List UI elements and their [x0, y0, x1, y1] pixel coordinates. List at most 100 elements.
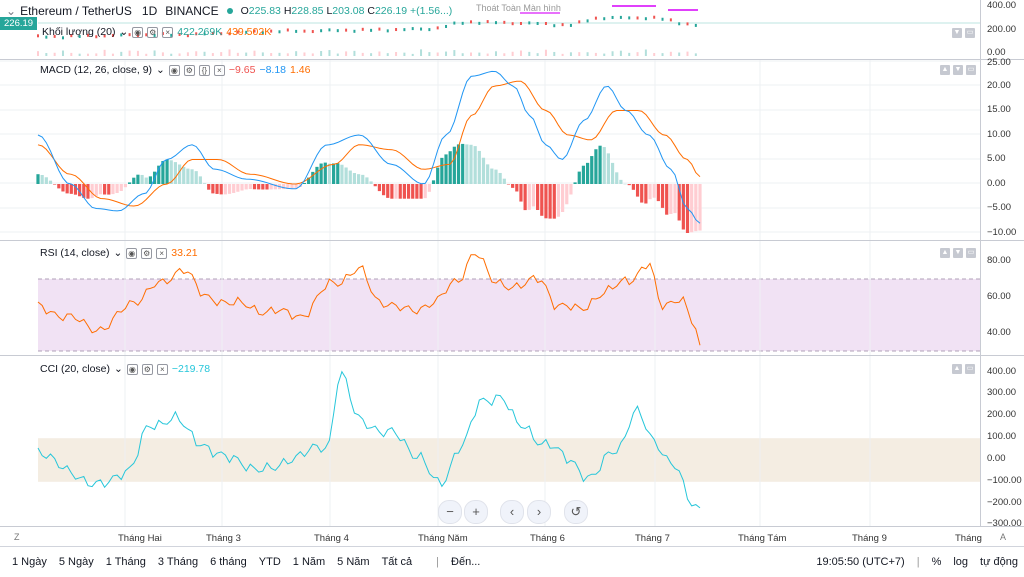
range-button[interactable]: 6 tháng — [210, 556, 247, 568]
pane-separator[interactable] — [0, 355, 1024, 356]
reset-chart-button[interactable]: ↺ — [564, 500, 588, 524]
volume-bar — [70, 52, 73, 56]
scroll-forward-button[interactable]: › — [527, 500, 551, 524]
close-icon[interactable]: × — [162, 26, 174, 38]
close-icon[interactable]: × — [156, 363, 168, 375]
range-button[interactable]: Tất cả — [381, 556, 413, 568]
macd-histogram-bar — [631, 184, 635, 190]
rsi-pane[interactable]: RSI (14, close) ⌄ ◉ ⚙ × 33.21 ▲ ▼ ▭ 80.0… — [0, 241, 1024, 355]
move-up-icon[interactable]: ▲ — [952, 364, 962, 374]
volume-bar — [511, 51, 514, 56]
close-icon[interactable]: × — [156, 247, 168, 259]
range-button[interactable]: 5 Ngày — [58, 556, 94, 568]
time-tick: Tháng Hai — [118, 533, 162, 544]
macd-histogram-bar — [423, 184, 427, 199]
price-pane[interactable]: ⌄ Ethereum / TetherUS 1D BINANCE O225.83… — [0, 0, 1024, 60]
macd-histogram-bar — [198, 176, 202, 184]
chevron-down-icon[interactable]: ⌄ — [119, 26, 129, 38]
eye-icon[interactable]: ◉ — [168, 64, 180, 76]
range-button[interactable]: 5 Năm — [337, 556, 370, 568]
chevron-down-icon[interactable]: ⌄ — [114, 363, 123, 375]
log-toggle[interactable]: log — [953, 556, 969, 568]
interval[interactable]: 1D — [141, 4, 158, 18]
volume-bar — [561, 53, 564, 56]
chevron-down-icon[interactable]: ⌄ — [113, 247, 123, 259]
macd-histogram-bar — [669, 184, 673, 214]
maximize-icon[interactable]: ▭ — [966, 248, 976, 258]
macd-histogram-bar — [119, 184, 123, 191]
cci-axis[interactable]: 400.00 300.00 200.00 100.00 0.00 −100.00… — [981, 356, 1024, 529]
maximize-icon[interactable]: ▭ — [965, 364, 975, 374]
volume-bar — [420, 49, 423, 56]
macd-axis[interactable]: 25.00 20.00 15.00 10.00 5.00 0.00 −5.00 … — [981, 57, 1024, 240]
rsi-axis[interactable]: 80.00 60.00 40.00 — [981, 241, 1024, 355]
eye-icon[interactable]: ◉ — [126, 363, 138, 375]
goto-date-button[interactable]: Đến... — [451, 556, 481, 568]
volume-bar — [370, 53, 373, 56]
macd-name[interactable]: MACD (12, 26, close, 9) — [40, 64, 153, 76]
maximize-icon[interactable]: ▭ — [966, 65, 976, 75]
settings-icon[interactable]: ⚙ — [141, 363, 153, 375]
macd-histogram-bar — [377, 184, 382, 192]
macd-histogram-bar — [286, 184, 290, 189]
source-icon[interactable]: {} — [198, 64, 210, 76]
move-down-icon[interactable]: ▼ — [953, 248, 963, 258]
zoom-out-button[interactable]: − — [438, 500, 462, 524]
price-axis[interactable]: 400.00 200.00 0.00 — [981, 0, 1024, 60]
range-button[interactable]: 1 Tháng — [105, 556, 146, 568]
rsi-plot[interactable] — [0, 241, 981, 355]
time-axis[interactable]: Z — [0, 527, 980, 546]
percent-toggle[interactable]: % — [931, 556, 942, 568]
volume-bar — [178, 53, 181, 56]
range-button[interactable]: 3 Tháng — [157, 556, 199, 568]
scroll-back-button[interactable]: ‹ — [500, 500, 524, 524]
move-up-icon[interactable]: ▲ — [940, 248, 950, 258]
move-up-icon[interactable]: ▲ — [940, 65, 950, 75]
macd-tick: 20.00 — [987, 80, 1011, 91]
settings-icon[interactable]: ⚙ — [141, 247, 153, 259]
cci-pane[interactable]: CCI (20, close) ⌄ ◉ ⚙ × −219.78 ▲ ▭ 400.… — [0, 356, 1024, 529]
volume-bar — [53, 52, 56, 56]
volume-bar — [153, 50, 156, 56]
pane-separator[interactable] — [0, 59, 1024, 60]
collapse-icon[interactable]: ▼ — [952, 28, 962, 38]
rsi-legend: RSI (14, close) ⌄ ◉ ⚙ × 33.21 — [40, 247, 198, 259]
close-icon[interactable]: × — [213, 64, 225, 76]
macd-histogram-bar — [577, 171, 581, 184]
clock[interactable]: 19:05:50 (UTC+7) — [816, 556, 905, 568]
volume-bar — [378, 51, 381, 56]
range-button[interactable]: YTD — [258, 556, 281, 568]
cci-name[interactable]: CCI (20, close) — [40, 363, 111, 375]
macd-pane[interactable]: MACD (12, 26, close, 9) ⌄ ◉ ⚙ {} × −9.65… — [0, 57, 1024, 240]
corner-a-button[interactable]: A — [1000, 532, 1007, 542]
volume-name[interactable]: Khối lượng (20) — [42, 26, 116, 38]
collapse-chevron-icon[interactable]: ⌄ — [6, 4, 17, 18]
auto-scale-toggle[interactable]: tự động — [980, 556, 1018, 568]
zoom-in-button[interactable]: + — [464, 500, 488, 524]
eye-icon[interactable]: ◉ — [126, 247, 138, 259]
macd-histogram-bar — [94, 184, 98, 196]
price-candle — [611, 15, 614, 19]
macd-histogram-bar — [169, 160, 173, 184]
range-button[interactable]: 1 Năm — [292, 556, 326, 568]
macd-chart — [0, 60, 980, 240]
chevron-down-icon[interactable]: ⌄ — [156, 64, 165, 76]
maximize-icon[interactable]: ▭ — [965, 28, 975, 38]
cci-plot[interactable] — [0, 356, 981, 526]
macd-histogram-bar — [177, 164, 182, 184]
rsi-name[interactable]: RSI (14, close) — [40, 247, 110, 259]
pane-separator[interactable] — [0, 240, 1024, 241]
macd-histogram-bar — [644, 184, 648, 204]
price-candle — [603, 17, 606, 21]
macd-histogram-bar — [652, 184, 656, 198]
move-down-icon[interactable]: ▼ — [953, 65, 963, 75]
symbol-name[interactable]: Ethereum / TetherUS — [20, 4, 132, 18]
settings-icon[interactable]: ⚙ — [183, 64, 195, 76]
corner-z-button[interactable]: Z — [14, 532, 20, 542]
volume-value-2: 439.502K — [226, 26, 272, 38]
price-plot[interactable] — [0, 0, 981, 60]
settings-icon[interactable]: ⚙ — [147, 26, 159, 38]
range-button[interactable]: 1 Ngày — [12, 556, 47, 568]
eye-icon[interactable]: ◉ — [132, 26, 144, 38]
macd-plot[interactable] — [0, 60, 981, 240]
